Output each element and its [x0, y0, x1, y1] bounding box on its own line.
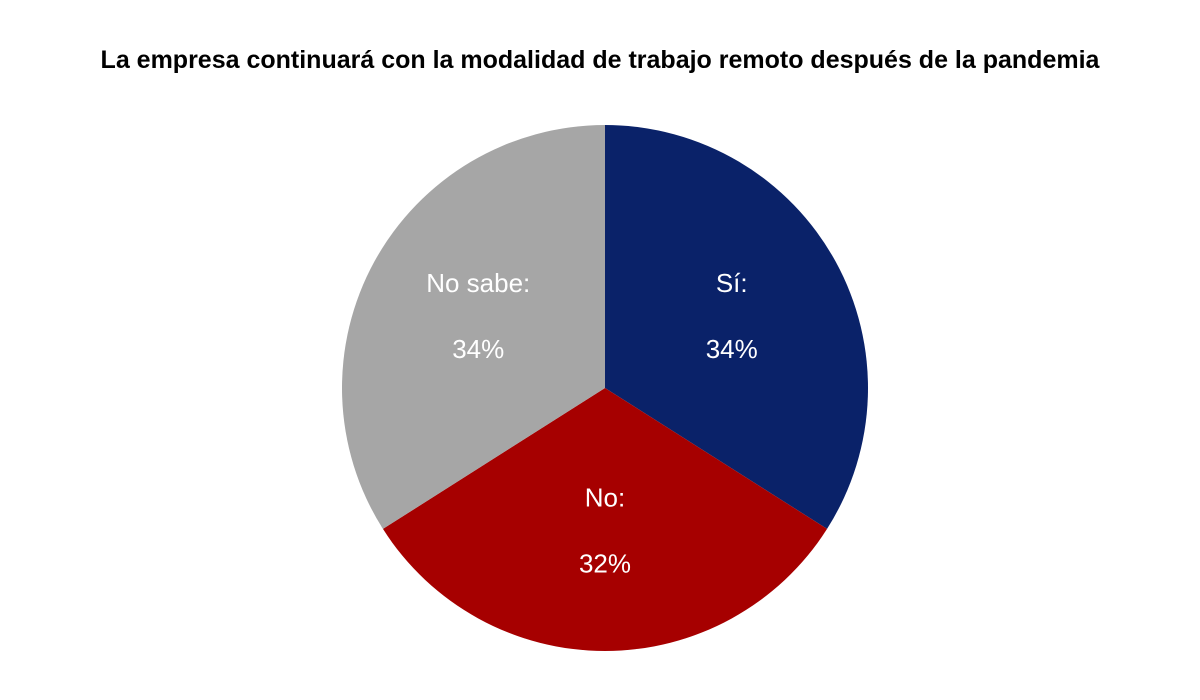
chart-title: La empresa continuará con la modalidad d… — [100, 46, 1100, 74]
slice-category-label: No sabe: — [426, 268, 530, 298]
slice-value-label: 32% — [579, 549, 631, 579]
slice-category-label: Sí: — [716, 268, 748, 298]
pie-slice-2 — [382, 388, 828, 652]
slice-value-label: 34% — [706, 334, 758, 364]
slice-category-label: No: — [585, 483, 625, 513]
pie-slice-1 — [605, 125, 868, 529]
slice-value-label: 34% — [452, 334, 504, 364]
pie-slice-3 — [342, 125, 605, 529]
